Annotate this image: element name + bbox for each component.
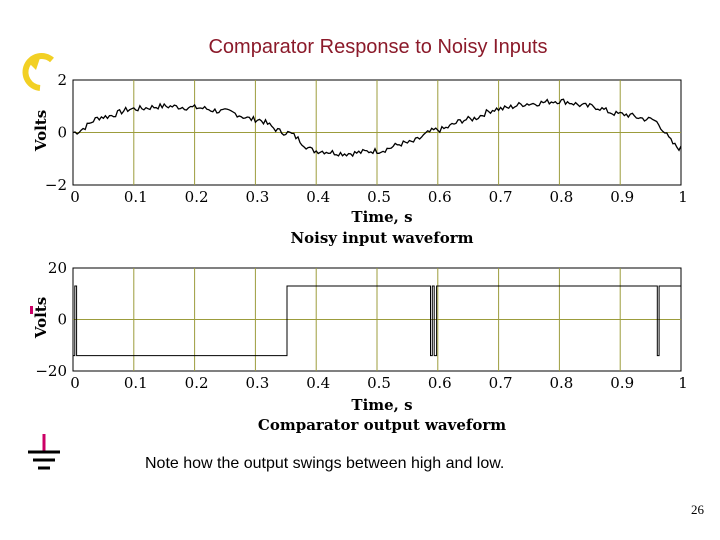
x-tick-label: 0.7 xyxy=(489,188,513,206)
slide-note: Note how the output swings between high … xyxy=(145,455,505,472)
circular-arrow-icon xyxy=(22,53,54,91)
y-axis-label: Volts xyxy=(32,297,50,339)
x-tick-labels: 0 0.1 0.2 0.3 0.4 0.5 0.6 0.7 0.8 0.9 1 xyxy=(70,374,688,392)
x-tick-label: 0.9 xyxy=(610,374,634,392)
decor-layer xyxy=(22,53,60,470)
x-tick-label: 0.3 xyxy=(245,188,269,206)
y-tick-label: 2 xyxy=(57,71,67,89)
x-tick-label: 0.3 xyxy=(245,374,269,392)
x-tick-label: 0.2 xyxy=(185,374,209,392)
x-tick-label: 0 xyxy=(70,374,80,392)
charts-svg: 0 0.1 0.2 0.3 0.4 0.5 0.6 0.7 0.8 0.9 1 20−2 Time,… xyxy=(32,71,688,434)
gridlines xyxy=(73,268,681,371)
x-tick-label: 1 xyxy=(678,188,688,206)
chart-caption: Noisy input waveform xyxy=(290,229,473,247)
x-tick-label: 0.1 xyxy=(124,188,148,206)
y-tick-labels: 2 0 −2 xyxy=(45,71,67,194)
slide-title: Comparator Response to Noisy Inputs xyxy=(208,36,548,58)
y-axis-label: Volts xyxy=(32,110,50,152)
x-tick-label: 0.4 xyxy=(306,188,330,206)
x-tick-label: 0.6 xyxy=(428,374,452,392)
x-tick-label: 0 xyxy=(70,188,80,206)
y-tick-label: −20 xyxy=(35,362,67,380)
y-tick-label: 20 xyxy=(48,259,67,277)
x-tick-label: 0.5 xyxy=(367,374,391,392)
x-tick-label: 0.7 xyxy=(489,374,513,392)
gridlines xyxy=(73,80,681,185)
x-tick-label: 0.6 xyxy=(428,188,452,206)
x-tick-label: 0.8 xyxy=(549,374,573,392)
series-line-input xyxy=(72,98,682,158)
x-tick-label: 0.4 xyxy=(306,374,330,392)
x-tick-label: 0.1 xyxy=(124,374,148,392)
page-number: 26 xyxy=(691,502,704,517)
x-tick-label: 0.8 xyxy=(549,188,573,206)
x-tick-labels: 0 0.1 0.2 0.3 0.4 0.5 0.6 0.7 0.8 0.9 1 xyxy=(70,188,688,206)
y-tick-label: −2 xyxy=(45,176,67,194)
x-axis-label: Time, s xyxy=(351,208,412,226)
x-tick-label: 0.5 xyxy=(367,188,391,206)
y-tick-label: 0 xyxy=(57,311,67,329)
x-tick-label: 0.2 xyxy=(185,188,209,206)
ground-symbol-icon xyxy=(28,434,60,470)
chart-caption: Comparator output waveform xyxy=(258,416,506,434)
pink-mark xyxy=(30,306,33,314)
series-line-output xyxy=(73,285,681,357)
y-tick-labels: 20 0 −20 xyxy=(35,259,67,380)
x-axis-label: Time, s xyxy=(351,396,412,414)
chart-comparator-output: 0 0.1 0.2 0.3 0.4 0.5 0.6 0.7 0.8 0.9 1 200−20 Tim… xyxy=(32,259,688,434)
x-tick-label: 0.9 xyxy=(610,188,634,206)
y-tick-label: 0 xyxy=(57,124,67,142)
x-tick-label: 1 xyxy=(678,374,688,392)
chart-noisy-input: 0 0.1 0.2 0.3 0.4 0.5 0.6 0.7 0.8 0.9 1 20−2 Time,… xyxy=(32,71,688,247)
